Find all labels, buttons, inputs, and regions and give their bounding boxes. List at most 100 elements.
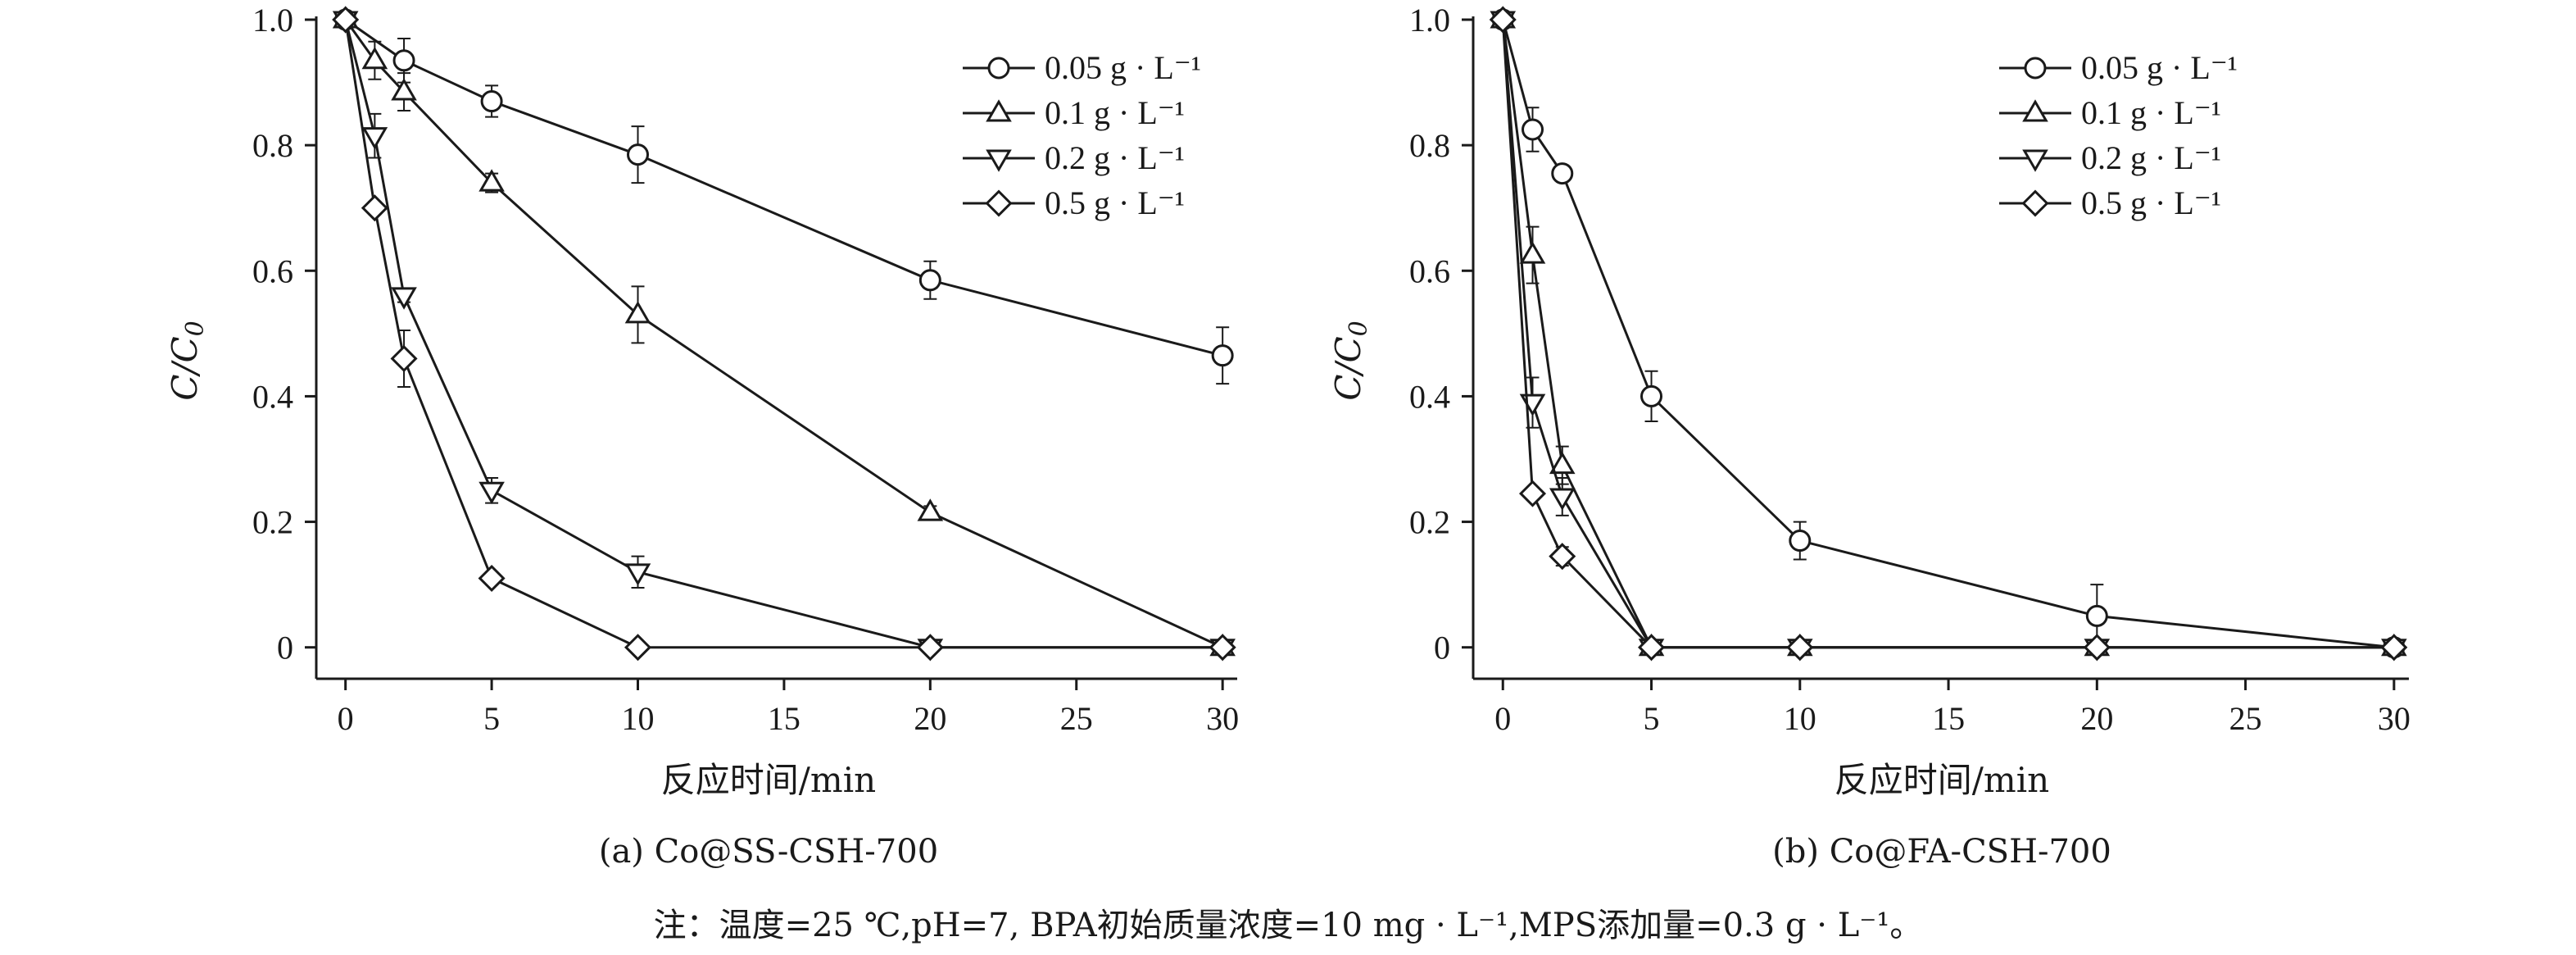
legend-entry-b-2: 0.1 g · L⁻¹ xyxy=(1999,94,2221,131)
plot-area-a: 0 5 10 15 20 25 30 0 0.2 0.4 0.6 0.8 1.0 0.05 g · L⁻¹… xyxy=(252,2,1239,737)
data-point xyxy=(1489,6,1517,34)
legend-marker xyxy=(2022,99,2048,122)
legend-label: 0.2 g · L⁻¹ xyxy=(1045,139,1185,176)
data-point xyxy=(1522,118,1544,141)
data-point xyxy=(1549,488,1576,511)
y-tick-label-a: 0.4 xyxy=(252,378,293,415)
series-line-b-3 xyxy=(1501,19,2394,649)
y-tick-label-b: 0.2 xyxy=(1409,504,1450,541)
x-tick-label-b: 5 xyxy=(1644,700,1660,737)
data-point xyxy=(1638,634,1666,662)
series-line-b-1 xyxy=(1501,19,2395,649)
series-b-2 xyxy=(1490,6,2407,657)
data-point xyxy=(332,6,360,34)
data-point xyxy=(917,498,944,521)
legend-label: 0.2 g · L⁻¹ xyxy=(2081,139,2221,176)
legend-entry-a-2: 0.1 g · L⁻¹ xyxy=(963,94,1185,131)
data-point xyxy=(624,563,651,586)
legend-marker xyxy=(2024,57,2047,80)
y-tick-label-a: 0.6 xyxy=(252,252,293,289)
x-tick-label-a: 0 xyxy=(338,700,354,737)
series-line-b-2 xyxy=(1501,19,2394,649)
legend-entry-b-4: 0.5 g · L⁻¹ xyxy=(1999,184,2221,221)
data-point xyxy=(1640,384,1663,407)
data-point xyxy=(1209,634,1236,662)
legend-label: 0.5 g · L⁻¹ xyxy=(1045,184,1185,221)
legend-label: 0.1 g · L⁻¹ xyxy=(1045,94,1185,131)
y-tick-label-b: 0.4 xyxy=(1409,378,1450,415)
series-b-1 xyxy=(1491,8,2406,659)
data-point xyxy=(1211,344,1234,367)
data-point xyxy=(1519,241,1546,264)
series-b-3 xyxy=(1490,11,2407,662)
data-point xyxy=(391,78,417,101)
y-tick-label-a: 0.2 xyxy=(252,504,293,541)
data-point xyxy=(390,344,418,373)
series-line-b-4 xyxy=(1501,19,2394,649)
x-tick-label-b: 30 xyxy=(2378,700,2410,737)
legend-entry-a-4: 0.5 g · L⁻¹ xyxy=(963,184,1185,221)
legend-entry-b-3: 0.2 g · L⁻¹ xyxy=(1999,139,2221,176)
data-point xyxy=(624,634,652,662)
series-line-a-1 xyxy=(344,18,1223,357)
legend-entry-b-1: 0.05 g · L⁻¹ xyxy=(1999,49,2238,86)
x-tick-label-b: 15 xyxy=(1932,700,1965,737)
data-point xyxy=(478,564,506,593)
y-axis-title-b: C/C0 xyxy=(1328,321,1373,401)
x-tick-label-b: 25 xyxy=(2229,700,2262,737)
y-axis-title-a: C/C0 xyxy=(165,321,210,401)
legend-marker xyxy=(986,99,1012,122)
data-point xyxy=(1549,451,1576,475)
y-axis-title-sub-a: 0 xyxy=(181,321,210,336)
legend-marker xyxy=(2022,149,2048,172)
legend-label: 0.05 g · L⁻¹ xyxy=(2081,49,2238,86)
x-tick-label-a: 25 xyxy=(1060,700,1093,737)
y-tick-label-b: 0.6 xyxy=(1409,252,1450,289)
data-point xyxy=(361,46,388,70)
data-point xyxy=(2083,634,2111,662)
data-point xyxy=(1549,543,1576,571)
data-point xyxy=(1789,530,1812,553)
legend-label: 0.05 g · L⁻¹ xyxy=(1045,49,1201,86)
legend-marker xyxy=(986,149,1012,172)
y-tick-label-b: 0 xyxy=(1434,630,1450,666)
data-point xyxy=(392,49,415,72)
data-point xyxy=(361,194,388,222)
legend-marker xyxy=(2021,189,2049,217)
legend-marker xyxy=(985,189,1013,217)
x-tick-label-a: 15 xyxy=(768,700,800,737)
x-tick-label-a: 10 xyxy=(622,700,655,737)
data-point xyxy=(478,169,505,192)
series-a-4 xyxy=(332,6,1236,662)
data-point xyxy=(624,301,651,324)
y-axis-title-main-a: C/C xyxy=(165,336,205,400)
chart-panel-b: 0 5 10 15 20 25 30 0 0.2 0.4 0.6 0.8 1.0 0.05 g · L⁻¹… xyxy=(1328,2,2410,871)
y-tick-label-a: 1.0 xyxy=(252,2,293,39)
x-tick-label-b: 20 xyxy=(2080,700,2113,737)
x-axis-title-a: 反应时间/min xyxy=(661,760,876,800)
y-tick-label-a: 0.8 xyxy=(252,127,293,164)
y-tick-label-a: 0 xyxy=(277,630,293,666)
legend-label: 0.5 g · L⁻¹ xyxy=(2081,184,2221,221)
data-point xyxy=(1519,393,1546,416)
data-point xyxy=(2380,634,2408,662)
x-tick-label-a: 5 xyxy=(483,700,500,737)
data-point xyxy=(361,127,388,150)
data-point xyxy=(1551,162,1574,185)
footnote: 注：温度=25 ℃,pH=7, BPA初始质量浓度=10 mg · L⁻¹,MP… xyxy=(654,907,1923,944)
y-tick-label-b: 0.8 xyxy=(1409,127,1450,164)
data-point xyxy=(1786,634,1814,662)
plot-area-b: 0 5 10 15 20 25 30 0 0.2 0.4 0.6 0.8 1.0 0.05 g · L⁻¹… xyxy=(1409,2,2410,737)
data-point xyxy=(2085,604,2108,627)
y-axis-title-sub-b: 0 xyxy=(1345,321,1373,336)
legend-marker xyxy=(987,57,1010,80)
y-tick-label-b: 1.0 xyxy=(1409,2,1450,39)
chart-panel-a: 0 5 10 15 20 25 30 0 0.2 0.4 0.6 0.8 1.0 0.05 g · L⁻¹… xyxy=(165,2,1239,871)
data-point xyxy=(627,143,650,166)
data-point xyxy=(918,269,941,292)
x-tick-label-b: 0 xyxy=(1494,700,1511,737)
series-b-4 xyxy=(1489,6,2408,662)
legend-label: 0.1 g · L⁻¹ xyxy=(2081,94,2221,131)
x-tick-label-a: 30 xyxy=(1206,700,1239,737)
